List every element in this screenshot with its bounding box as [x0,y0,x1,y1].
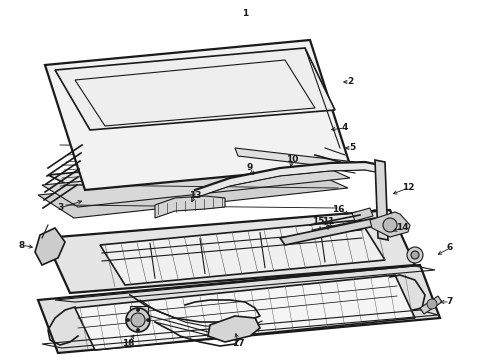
Text: 8: 8 [19,240,25,249]
Text: 12: 12 [402,184,414,193]
Circle shape [137,309,140,311]
Polygon shape [280,218,380,245]
Polygon shape [75,275,415,350]
Polygon shape [375,160,388,240]
Polygon shape [55,48,335,130]
Circle shape [126,319,129,321]
Text: 18: 18 [122,339,134,348]
Polygon shape [235,148,358,170]
Text: 4: 4 [342,123,348,132]
Text: 9: 9 [247,163,253,172]
Text: 14: 14 [396,224,408,233]
Text: 2: 2 [347,77,353,86]
Text: 5: 5 [349,144,355,153]
Text: 6: 6 [447,243,453,252]
Polygon shape [45,210,415,293]
Text: 3: 3 [57,203,63,212]
Text: 1: 1 [242,9,248,18]
Polygon shape [370,212,410,237]
Polygon shape [130,306,148,320]
Polygon shape [208,316,260,342]
Circle shape [126,308,150,332]
Text: 10: 10 [286,156,298,165]
Polygon shape [155,196,225,218]
Text: 16: 16 [332,206,344,215]
Polygon shape [38,265,440,353]
Circle shape [407,247,423,263]
Polygon shape [420,296,442,314]
Polygon shape [35,228,65,265]
Text: 17: 17 [232,338,245,347]
Polygon shape [352,208,373,221]
Circle shape [427,299,437,309]
Circle shape [147,319,149,321]
Circle shape [137,328,140,332]
Polygon shape [48,150,350,193]
Circle shape [131,313,145,327]
Text: 7: 7 [447,297,453,306]
Text: 13: 13 [189,190,201,199]
Text: 11: 11 [322,217,334,226]
Polygon shape [195,162,380,198]
Text: 15: 15 [312,217,324,226]
Polygon shape [100,220,385,285]
Circle shape [411,251,419,259]
Polygon shape [38,170,348,218]
Polygon shape [42,160,350,207]
Polygon shape [45,40,350,190]
Circle shape [383,218,397,232]
